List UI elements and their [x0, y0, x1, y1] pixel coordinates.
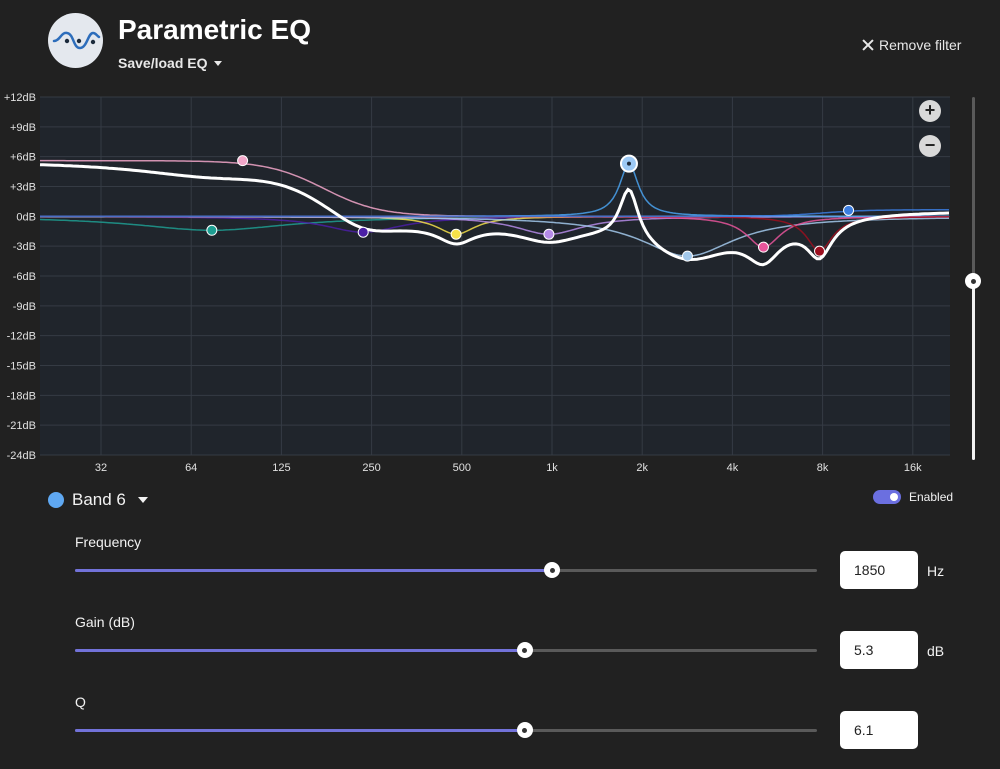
y-tick-label: +9dB — [10, 122, 36, 134]
x-tick-label: 500 — [453, 462, 471, 474]
y-axis-labels: +12dB +9dB +6dB +3dB 0dB -3dB -6dB -9dB -12dB -15… — [4, 92, 36, 462]
y-tick-label: -18dB — [7, 390, 36, 402]
frequency-slider-thumb[interactable] — [544, 562, 561, 578]
vertical-zoom-fill — [972, 280, 975, 460]
frequency-input[interactable]: 1850 — [840, 551, 918, 589]
q-input[interactable]: 6.1 — [840, 711, 918, 749]
save-load-dropdown[interactable]: Save/load EQ — [118, 55, 223, 71]
eq-graph[interactable]: +12dB +9dB +6dB +3dB 0dB -3dB -6dB -9dB -12dB -15… — [0, 92, 960, 482]
band-handle[interactable] — [757, 241, 769, 253]
gain-slider-fill — [75, 649, 525, 652]
graph-grid — [40, 96, 950, 456]
gain-input[interactable]: 5.3 — [840, 631, 918, 669]
frequency-unit: Hz — [927, 563, 945, 579]
y-tick-label: -15dB — [7, 361, 36, 373]
x-tick-label: 4k — [727, 462, 739, 474]
x-tick-label: 8k — [817, 462, 829, 474]
y-tick-label: -24dB — [7, 450, 36, 462]
band-handle[interactable] — [843, 204, 855, 216]
y-tick-label: -21dB — [7, 420, 36, 432]
band-handle[interactable] — [450, 228, 462, 240]
y-tick-label: +12dB — [4, 92, 36, 104]
y-tick-label: 0dB — [16, 211, 36, 223]
header: Parametric EQ Save/load EQ Remove filter — [0, 0, 1000, 92]
x-tick-label: 250 — [362, 462, 380, 474]
gain-slider[interactable] — [75, 642, 817, 658]
save-load-label: Save/load EQ — [118, 55, 208, 71]
frequency-label: Frequency — [75, 534, 142, 550]
band-curves — [39, 159, 950, 257]
remove-filter-button[interactable]: Remove filter — [862, 37, 961, 53]
x-tick-label: 16k — [904, 462, 922, 474]
frequency-slider-fill — [75, 569, 553, 572]
vertical-zoom-thumb[interactable] — [965, 273, 981, 289]
chevron-down-icon — [137, 497, 148, 503]
x-axis-labels: 32 64 125 250 500 1k 2k 4k 8k 16k — [95, 462, 922, 474]
y-tick-label: -12dB — [7, 331, 36, 343]
x-tick-label: 125 — [272, 462, 290, 474]
q-slider-thumb[interactable] — [516, 722, 533, 738]
q-label: Q — [75, 694, 86, 710]
x-tick-label: 64 — [185, 462, 197, 474]
frequency-slider[interactable] — [75, 562, 817, 578]
gain-unit: dB — [927, 643, 945, 659]
band-color-dot — [48, 492, 64, 508]
eq-curve-logo-icon — [48, 13, 103, 68]
band-handle[interactable] — [814, 245, 826, 257]
band-selector[interactable]: Band 6 — [48, 490, 148, 510]
band-label: Band 6 — [72, 490, 126, 509]
y-tick-label: -6dB — [13, 271, 36, 283]
q-slider[interactable] — [75, 722, 817, 738]
band-handle[interactable] — [681, 250, 693, 262]
page-title: Parametric EQ — [118, 14, 311, 45]
x-tick-label: 32 — [95, 462, 107, 474]
zoom-in-button[interactable]: + — [919, 100, 941, 122]
band-handle[interactable] — [237, 155, 249, 167]
y-tick-label: +6dB — [10, 152, 36, 164]
y-tick-label: -9dB — [13, 301, 36, 313]
x-tick-label: 1k — [546, 462, 558, 474]
enabled-label: Enabled — [909, 490, 954, 504]
y-tick-label: +3dB — [10, 182, 36, 194]
gain-label: Gain (dB) — [75, 614, 135, 630]
enabled-toggle[interactable] — [873, 490, 901, 504]
band-handles[interactable] — [206, 154, 855, 262]
band-handle[interactable] — [206, 224, 218, 236]
total-response-curve — [39, 163, 950, 267]
band-curve — [40, 209, 949, 218]
gain-slider-thumb[interactable] — [516, 642, 533, 658]
remove-filter-label: Remove filter — [879, 37, 962, 53]
band-handle[interactable] — [357, 226, 369, 238]
zoom-out-button[interactable]: − — [919, 135, 941, 157]
chevron-down-icon — [214, 60, 223, 66]
q-slider-fill — [75, 729, 525, 732]
x-tick-label: 2k — [636, 462, 648, 474]
band-handle[interactable] — [543, 228, 555, 240]
band-handle-center — [626, 161, 631, 166]
close-icon — [862, 39, 874, 51]
y-tick-label: -3dB — [13, 241, 36, 253]
